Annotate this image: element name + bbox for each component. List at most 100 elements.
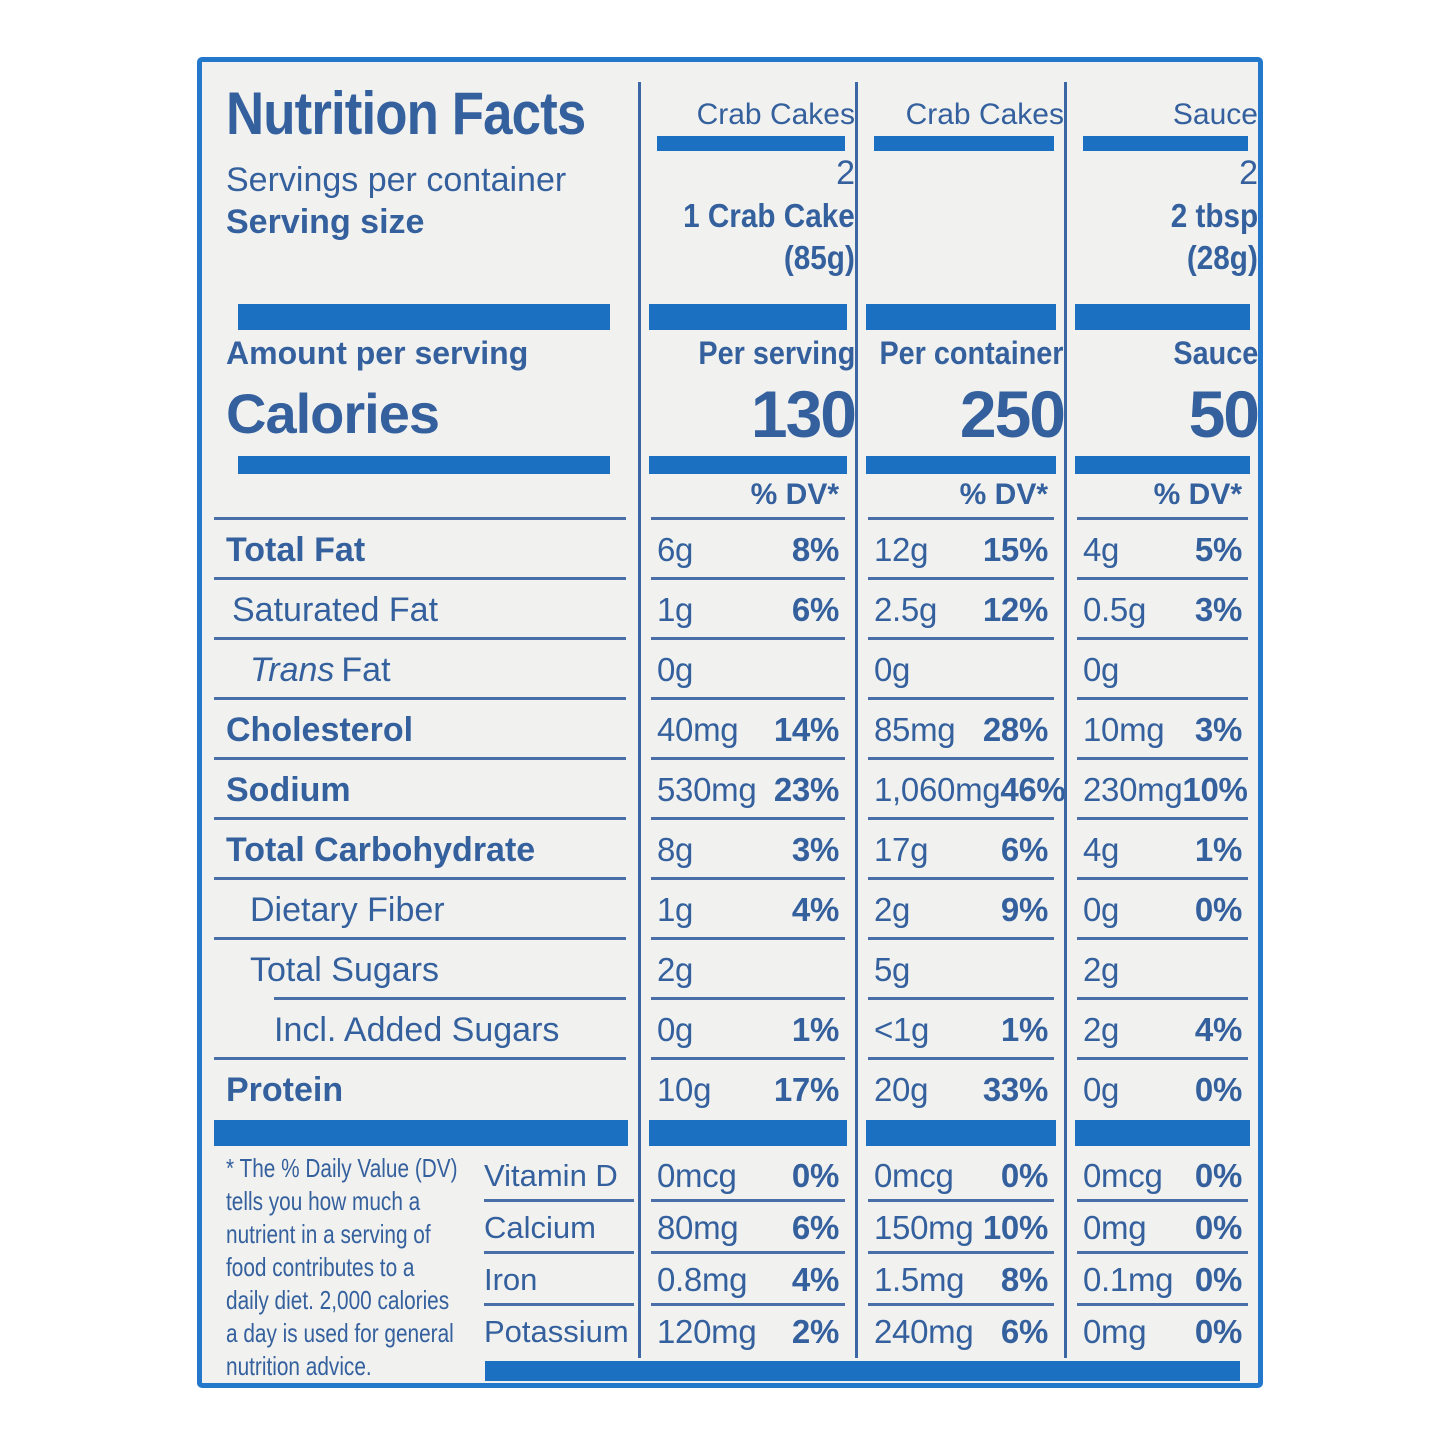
daily-value: 6% <box>1000 831 1048 868</box>
amount: 0mg <box>1083 1313 1147 1350</box>
nutrient-name-cell: Saturated Fat <box>202 580 638 640</box>
daily-value: 0% <box>1194 1209 1242 1246</box>
nutrient-name: Incl. Added Sugars <box>274 1010 560 1049</box>
nutrient-row-dietary-fiber: Dietary Fiber 1g 4% 2g 9% 0g 0% <box>202 880 1258 940</box>
nutrient-value-cell: 5g <box>855 940 1064 1000</box>
separator-bar <box>1083 136 1248 151</box>
daily-value: 10% <box>1182 771 1248 808</box>
separator-bar <box>866 1120 1056 1146</box>
separator-bar <box>214 1120 628 1146</box>
amount: 0g <box>657 651 694 688</box>
nutrient-value-cell: 17g 6% <box>855 820 1064 880</box>
nutrient-name-cell: Sodium <box>202 760 638 820</box>
amount: 0.1mg <box>1083 1261 1174 1298</box>
daily-value: 8% <box>791 531 839 568</box>
serving-size-weight: (85g) <box>784 239 855 276</box>
nutrient-name: Sodium <box>226 770 351 809</box>
nutrient-value-cell: 2g 9% <box>855 880 1064 940</box>
amount: 240mg <box>874 1313 974 1350</box>
daily-value: 46% <box>1000 771 1066 808</box>
calories-value: 250 <box>959 377 1066 451</box>
separator-bar <box>649 304 847 330</box>
amount: 2.5g <box>874 591 938 628</box>
daily-value: 28% <box>982 711 1048 748</box>
nutrient-value-cell: 0g <box>855 640 1064 700</box>
amount: 230mg <box>1083 771 1183 808</box>
amount: 5g <box>874 951 911 988</box>
nutrient-name: Total Sugars <box>250 950 439 989</box>
nutrient-value-cell: 2g <box>638 940 855 1000</box>
nutrient-value-cell: 2g <box>1064 940 1258 1000</box>
daily-value: 0% <box>1000 1157 1048 1194</box>
nutrient-row-total-carbohydrate: Total Carbohydrate 8g 3% 17g 6% 4g 1% <box>202 820 1258 880</box>
header-column-sauce: Sauce 2 2 tbsp (28g) <box>1064 82 1258 304</box>
vitamin-value-cell: 0.1mg 0% <box>1064 1254 1258 1306</box>
nutrient-value-cell: 1g 6% <box>638 580 855 640</box>
amount: 2g <box>657 951 694 988</box>
vitamin-value-cell: 0.8mg 4% <box>638 1254 855 1306</box>
serving-size-weight: (28g) <box>1187 239 1258 276</box>
nutrient-row-sodium: Sodium 530mg 23% 1,060mg 46% 230mg 10% <box>202 760 1258 820</box>
vitamin-name: Calcium <box>484 1210 596 1245</box>
nutrient-name: Cholesterol <box>226 710 414 749</box>
amount: 0mcg <box>657 1157 737 1194</box>
amount: 17g <box>874 831 929 868</box>
amount: 4g <box>1083 831 1120 868</box>
amount: 0mcg <box>874 1157 954 1194</box>
amount: 80mg <box>657 1209 739 1246</box>
nutrient-name: Protein <box>226 1070 344 1109</box>
nutrient-value-cell: 0.5g 3% <box>1064 580 1258 640</box>
calories-section: Amount per serving Calories Per serving … <box>202 304 1258 520</box>
daily-value: 4% <box>791 891 839 928</box>
nutrient-value-cell: 0g <box>638 640 855 700</box>
nutrient-value-cell: 0g 0% <box>1064 1060 1258 1120</box>
separator-bar <box>1075 456 1250 474</box>
nutrient-value-cell: 8g 3% <box>638 820 855 880</box>
serving-size-value: 1 Crab Cake <box>683 197 855 234</box>
separator-bar <box>874 136 1054 151</box>
nutrient-name-cell: Incl. Added Sugars <box>202 1000 638 1060</box>
vitamins-section: * The % Daily Value (DV) tells you how m… <box>202 1120 1258 1383</box>
nutrient-value-cell: 2.5g 12% <box>855 580 1064 640</box>
amount: 0g <box>1083 1071 1120 1108</box>
separator-bar <box>649 456 847 474</box>
calories-value: 130 <box>750 377 857 451</box>
daily-value: 0% <box>1194 891 1242 928</box>
daily-value: 8% <box>1000 1261 1048 1298</box>
amount: 0mcg <box>1083 1157 1163 1194</box>
amount: 20g <box>874 1071 929 1108</box>
vitamin-value-cell: 0mg 0% <box>1064 1306 1258 1358</box>
vitamin-value-cell: 80mg 6% <box>638 1202 855 1254</box>
vitamin-name: Potassium <box>484 1314 629 1349</box>
amount: 0.8mg <box>657 1261 748 1298</box>
daily-value: 15% <box>982 531 1048 568</box>
vitamin-name-cell: Vitamin D <box>482 1150 638 1202</box>
serving-size-label: Serving size <box>226 203 425 241</box>
servings-value: 2 <box>836 154 855 192</box>
footnote-line: nutrition advice. <box>226 1351 372 1381</box>
amount: 0g <box>1083 651 1120 688</box>
nutrient-value-cell: 10g 17% <box>638 1060 855 1120</box>
amount: 85mg <box>874 711 956 748</box>
daily-value: 6% <box>791 1209 839 1246</box>
nutrient-name-cell: Trans Fat <box>202 640 638 700</box>
calories-cell-sauce: Sauce 50 % DV* <box>1064 304 1258 520</box>
nutrient-row-total-fat: Total Fat 6g 8% 12g 15% 4g 5% <box>202 520 1258 580</box>
calories-label: Calories <box>226 382 440 445</box>
amount: 8g <box>657 831 694 868</box>
separator-bar <box>657 136 845 151</box>
amount: 0g <box>874 651 911 688</box>
amount: 0g <box>657 1011 694 1048</box>
amount: 530mg <box>657 771 757 808</box>
separator-bar <box>238 456 610 474</box>
calories-caption: Per container <box>879 335 1064 371</box>
nutrient-value-cell: 12g 15% <box>855 520 1064 580</box>
footnote-line: food contributes to a <box>226 1252 415 1282</box>
calories-cell-per-container: Per container 250 % DV* <box>855 304 1066 520</box>
daily-value: 1% <box>1000 1011 1048 1048</box>
daily-value: 0% <box>791 1157 839 1194</box>
nutrient-value-cell: 6g 8% <box>638 520 855 580</box>
amount: 0g <box>1083 891 1120 928</box>
separator-bar-cell <box>855 1120 1064 1150</box>
nutrient-name: Total Fat <box>226 530 366 569</box>
